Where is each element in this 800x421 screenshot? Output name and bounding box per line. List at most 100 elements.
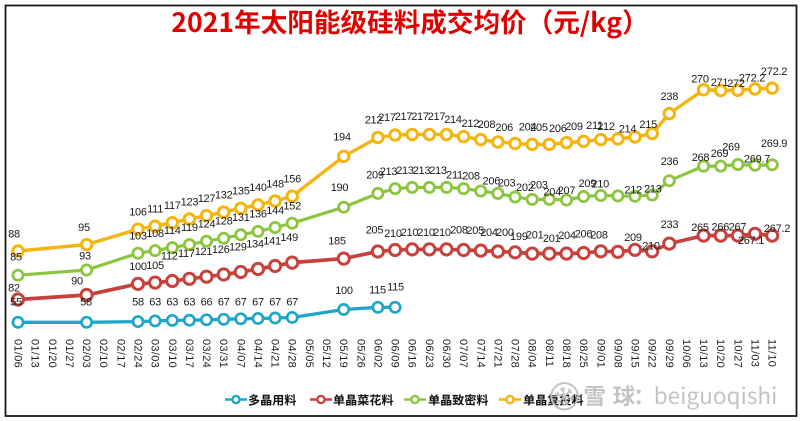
svg-text:214: 214 <box>619 124 637 136</box>
svg-text:08/11: 08/11 <box>543 339 555 367</box>
svg-text:206: 206 <box>495 122 513 134</box>
svg-text:09/22: 09/22 <box>646 339 658 368</box>
svg-text:208: 208 <box>462 171 480 183</box>
svg-text:136: 136 <box>249 209 267 221</box>
svg-text:04/21: 04/21 <box>269 339 281 368</box>
svg-text:267.2: 267.2 <box>764 223 790 235</box>
svg-text:05/12: 05/12 <box>320 339 332 368</box>
svg-text:03/24: 03/24 <box>200 339 212 368</box>
svg-text:209: 209 <box>366 169 384 181</box>
svg-text:90: 90 <box>71 275 83 287</box>
svg-text:09/15: 09/15 <box>629 339 641 368</box>
svg-text:119: 119 <box>181 222 198 234</box>
svg-text:202: 202 <box>516 182 534 194</box>
svg-text:208: 208 <box>590 229 608 241</box>
svg-text:58: 58 <box>80 296 92 308</box>
svg-text:213: 213 <box>429 165 447 177</box>
svg-text:213: 213 <box>413 165 431 177</box>
svg-text:06/09: 06/09 <box>389 339 401 368</box>
svg-text:58: 58 <box>132 296 144 308</box>
svg-text:55: 55 <box>10 296 22 308</box>
svg-text:04/07: 04/07 <box>234 339 246 368</box>
svg-text:03/10: 03/10 <box>166 339 178 368</box>
svg-text:117: 117 <box>178 248 195 260</box>
svg-text:08/04: 08/04 <box>526 339 538 368</box>
svg-text:149: 149 <box>280 232 298 244</box>
svg-text:07/07: 07/07 <box>457 339 469 368</box>
svg-text:10/20: 10/20 <box>714 339 726 368</box>
svg-text:04/28: 04/28 <box>286 339 298 368</box>
svg-text:204: 204 <box>558 230 576 242</box>
svg-text:123: 123 <box>181 196 199 208</box>
svg-text:02/03: 02/03 <box>80 339 92 368</box>
svg-text:272.2: 272.2 <box>761 66 787 78</box>
svg-text:03/03: 03/03 <box>149 339 161 368</box>
svg-text:67: 67 <box>235 296 247 308</box>
svg-text:01/20: 01/20 <box>46 339 58 368</box>
svg-text:01/13: 01/13 <box>29 339 41 368</box>
svg-text:212: 212 <box>365 114 383 126</box>
svg-text:203: 203 <box>530 180 548 192</box>
svg-text:215: 215 <box>639 119 657 131</box>
svg-text:140: 140 <box>249 182 267 194</box>
svg-text:07/21: 07/21 <box>491 339 503 368</box>
svg-text:134: 134 <box>246 238 264 250</box>
svg-text:206: 206 <box>575 229 593 241</box>
svg-text:265: 265 <box>691 222 709 234</box>
svg-text:238: 238 <box>660 91 678 103</box>
svg-text:267.1: 267.1 <box>738 235 764 247</box>
svg-text:268: 268 <box>692 152 710 164</box>
svg-text:212: 212 <box>597 121 615 133</box>
svg-text:208: 208 <box>478 119 496 131</box>
svg-text:63: 63 <box>149 296 161 308</box>
svg-text:112: 112 <box>161 250 178 262</box>
svg-text:05/19: 05/19 <box>337 339 349 368</box>
svg-text:06/02: 06/02 <box>371 339 383 368</box>
svg-text:02/17: 02/17 <box>114 339 126 368</box>
svg-text:100: 100 <box>335 285 353 297</box>
svg-text:141: 141 <box>263 235 281 247</box>
svg-text:01/06: 01/06 <box>12 339 24 368</box>
svg-text:127: 127 <box>198 193 216 205</box>
svg-text:210: 210 <box>591 179 609 191</box>
svg-text:117: 117 <box>164 200 181 212</box>
svg-text:100: 100 <box>129 261 147 273</box>
svg-text:10/27: 10/27 <box>731 339 743 368</box>
svg-text:272.2: 272.2 <box>739 73 765 85</box>
svg-text:269.9: 269.9 <box>761 138 787 150</box>
svg-text:09/29: 09/29 <box>663 339 675 368</box>
svg-text:01/27: 01/27 <box>63 339 75 368</box>
svg-text:270: 270 <box>691 74 709 86</box>
svg-text:212: 212 <box>624 185 642 197</box>
svg-text:190: 190 <box>331 182 349 194</box>
svg-text:05/05: 05/05 <box>303 339 315 368</box>
svg-text:272: 272 <box>727 78 745 90</box>
svg-text:204: 204 <box>480 227 498 239</box>
svg-text:126: 126 <box>212 244 230 256</box>
svg-text:115: 115 <box>369 284 386 296</box>
svg-text:269: 269 <box>711 148 729 160</box>
svg-text:208: 208 <box>450 225 468 237</box>
svg-text:11/03: 11/03 <box>749 339 761 367</box>
svg-text:206: 206 <box>482 175 500 187</box>
svg-text:201: 201 <box>526 229 544 241</box>
svg-text:200: 200 <box>496 227 514 239</box>
svg-text:209: 209 <box>624 232 642 244</box>
svg-text:67: 67 <box>286 296 298 308</box>
svg-text:02/10: 02/10 <box>97 339 109 368</box>
svg-text:211: 211 <box>446 169 463 181</box>
svg-text:03/17: 03/17 <box>183 339 195 368</box>
svg-text:271: 271 <box>711 77 729 89</box>
svg-text:267: 267 <box>729 222 747 234</box>
svg-text:209: 209 <box>578 178 596 190</box>
svg-text:217: 217 <box>395 111 413 123</box>
svg-text:205: 205 <box>466 225 484 237</box>
svg-text:111: 111 <box>147 204 163 216</box>
svg-text:67: 67 <box>218 296 230 308</box>
svg-text:06/23: 06/23 <box>423 339 435 368</box>
svg-text:185: 185 <box>328 235 346 247</box>
svg-text:199: 199 <box>510 231 528 243</box>
svg-text:233: 233 <box>661 219 679 231</box>
svg-text:210: 210 <box>384 228 402 240</box>
svg-text:205: 205 <box>366 224 384 236</box>
